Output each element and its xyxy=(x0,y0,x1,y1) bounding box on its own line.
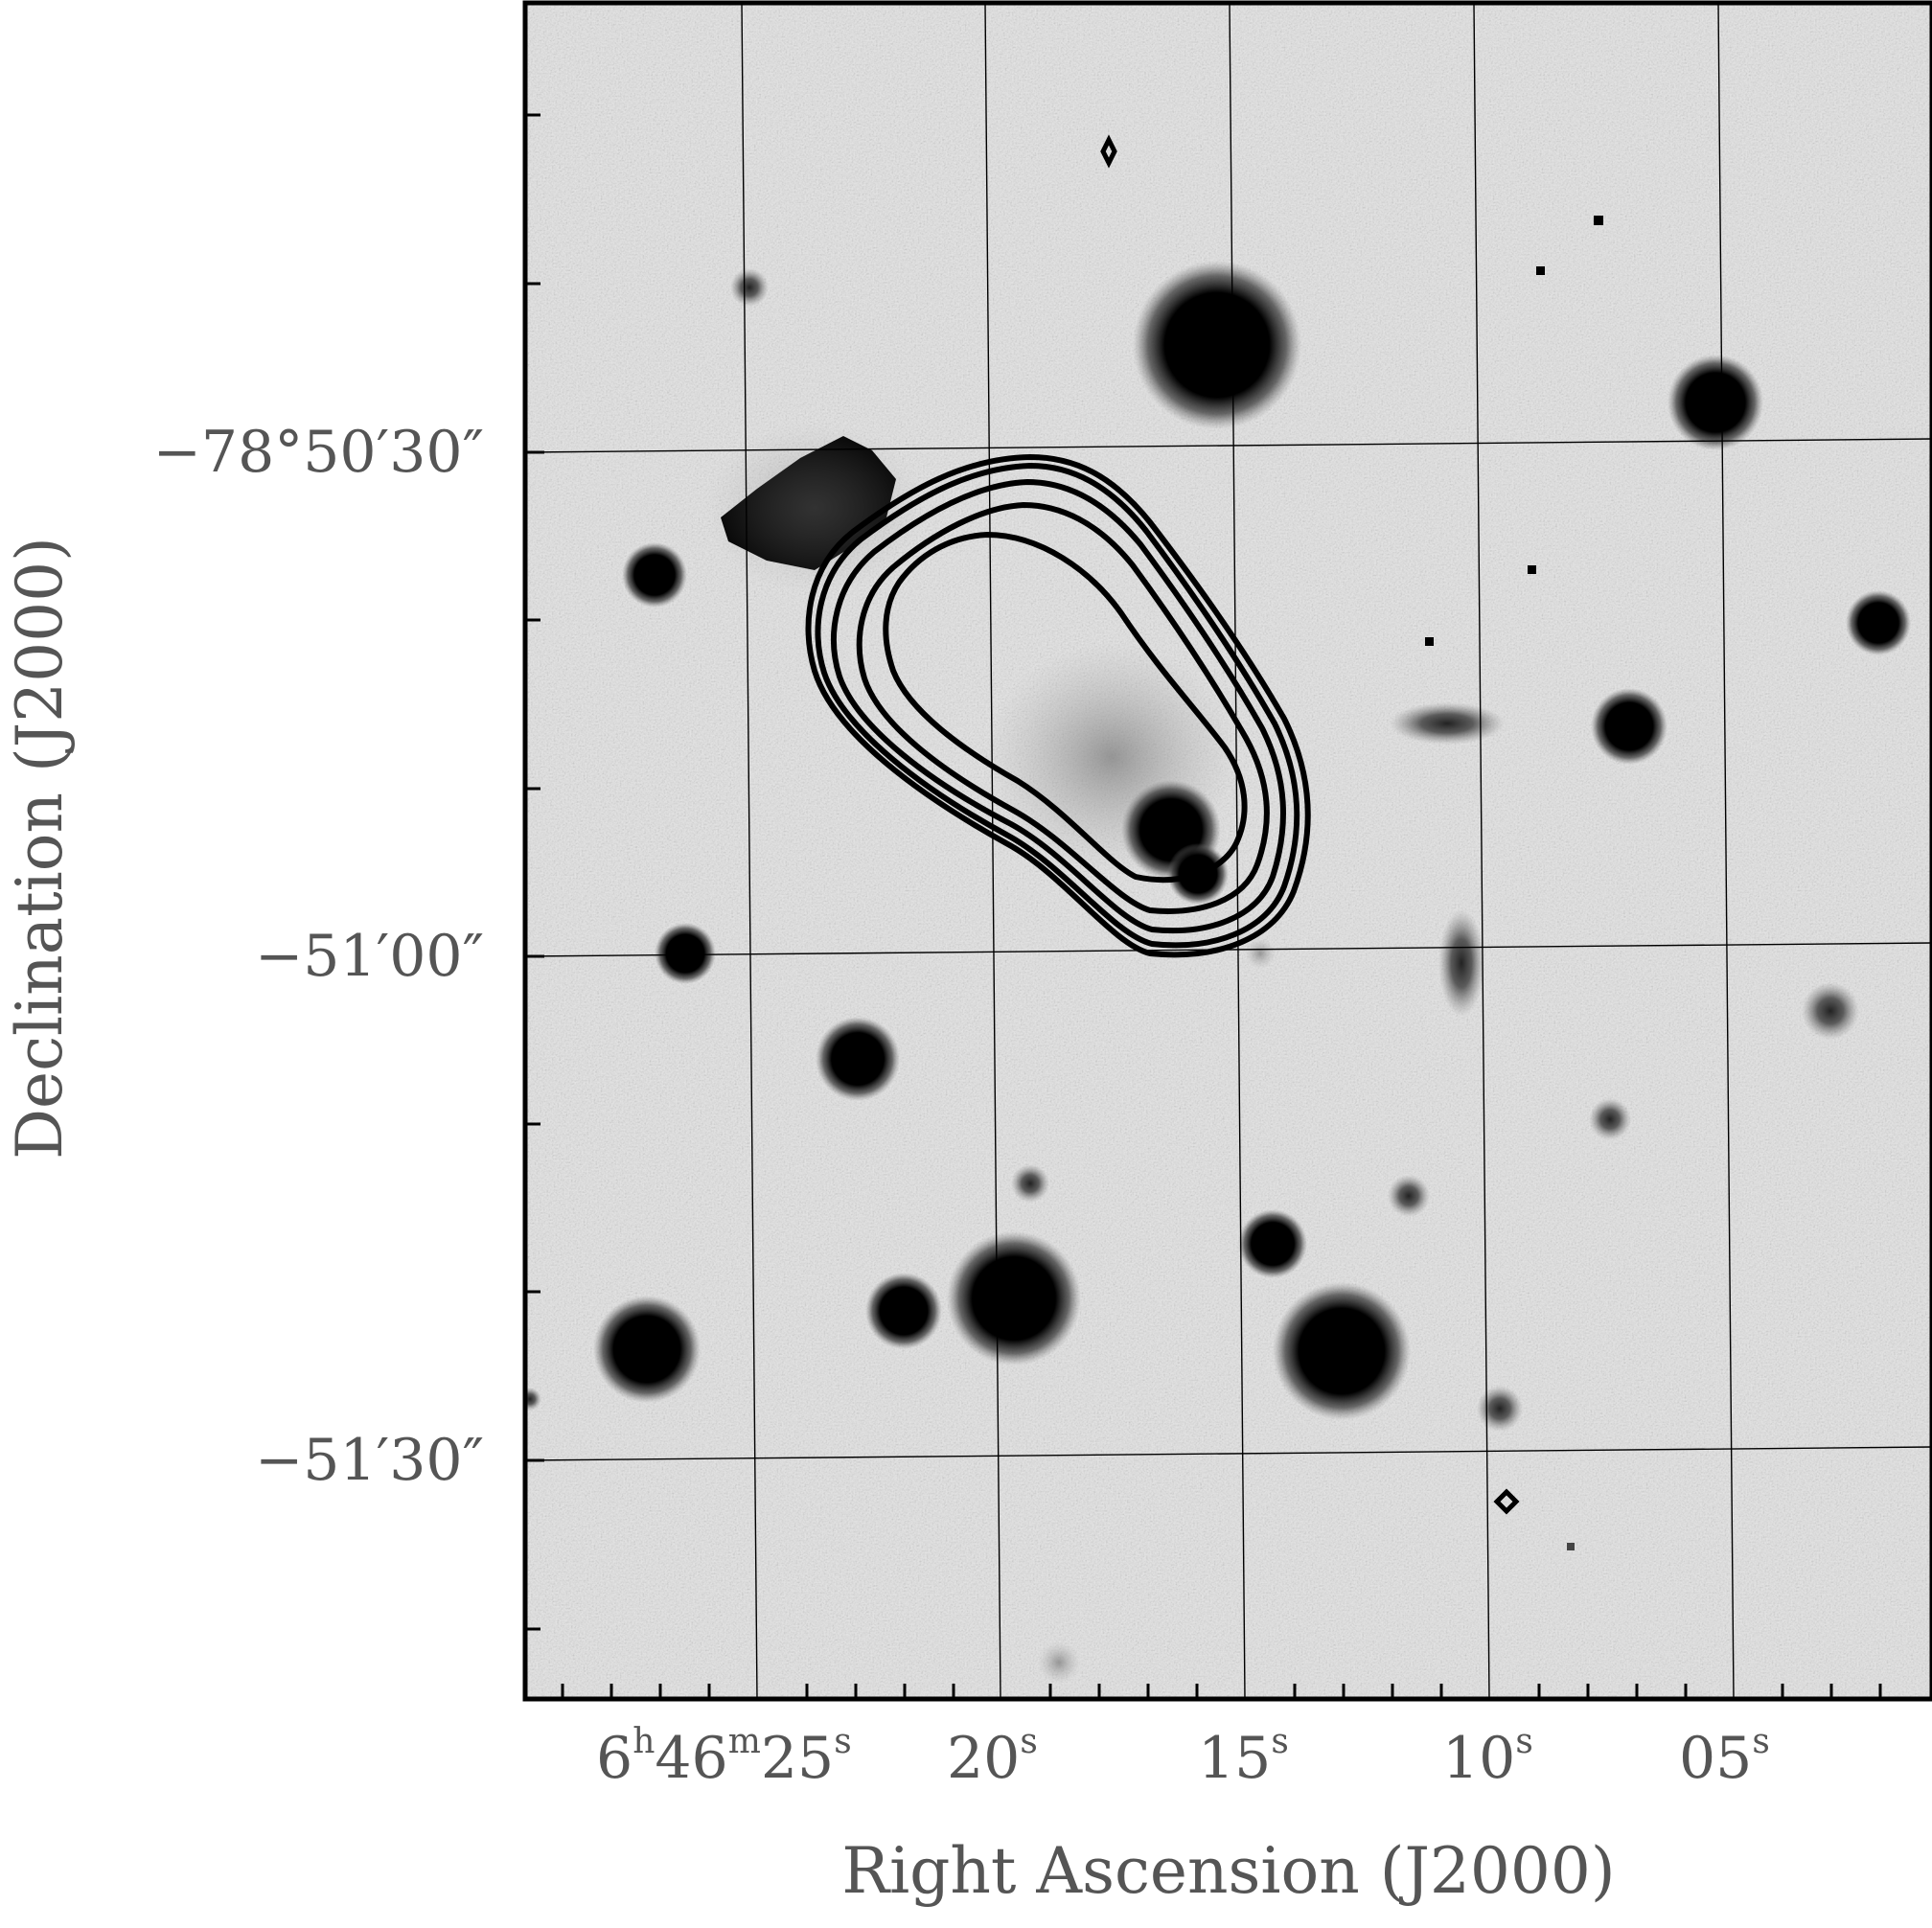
ra-seconds: 20 xyxy=(947,1725,1020,1792)
star xyxy=(1591,688,1668,765)
ra-seconds: 25 xyxy=(761,1725,834,1792)
ra-tick-label-4: 10s xyxy=(1442,1722,1533,1792)
unit-s: s xyxy=(1271,1722,1288,1761)
unit-s: s xyxy=(1752,1722,1769,1761)
unit-h: h xyxy=(632,1722,655,1761)
galaxy xyxy=(1390,702,1505,745)
pixel-source xyxy=(1567,1543,1575,1550)
ra-tick-label-1: 6h46m25s xyxy=(596,1722,852,1792)
ra-tick-label-2: 20s xyxy=(947,1722,1038,1792)
star xyxy=(1273,1282,1411,1420)
pixel-source xyxy=(1528,565,1536,574)
optical-image xyxy=(518,3,1932,1699)
star xyxy=(865,1273,942,1349)
star xyxy=(947,1231,1081,1366)
ra-seconds: 10 xyxy=(1442,1725,1515,1792)
star xyxy=(1477,1386,1523,1432)
pixel-source xyxy=(1536,266,1545,275)
pixel-source xyxy=(1425,637,1434,646)
x-axis-title: Right Ascension (J2000) xyxy=(841,1834,1615,1908)
unit-s: s xyxy=(834,1722,851,1761)
galaxy xyxy=(1438,909,1484,1017)
ra-minutes: 46 xyxy=(655,1725,727,1792)
star xyxy=(622,542,687,608)
star xyxy=(655,923,716,984)
star xyxy=(1846,590,1911,655)
ra-tick-label-3: 15s xyxy=(1198,1722,1289,1792)
star xyxy=(1802,982,1859,1040)
star xyxy=(1245,938,1276,969)
ra-seconds: 15 xyxy=(1198,1725,1271,1792)
star xyxy=(1011,1164,1049,1203)
ra-tick-label-5: 05s xyxy=(1679,1722,1770,1792)
unit-m: m xyxy=(728,1722,761,1761)
star xyxy=(518,1388,541,1411)
ra-hours: 6 xyxy=(596,1725,632,1792)
star xyxy=(1133,261,1301,429)
star xyxy=(1238,1209,1307,1278)
dec-tick-label-1: −78°50′30″ xyxy=(153,419,484,486)
ra-seconds: 05 xyxy=(1679,1725,1752,1792)
star xyxy=(593,1296,701,1403)
dec-tick-label-3: −51′30″ xyxy=(255,1427,484,1494)
star xyxy=(1388,1175,1430,1217)
star xyxy=(1038,1641,1080,1684)
star xyxy=(1589,1098,1631,1140)
y-axis-title: Declination (J2000) xyxy=(3,537,77,1159)
star xyxy=(1668,355,1763,450)
dec-tick-label-2: −51′00″ xyxy=(255,923,484,990)
star xyxy=(730,268,769,307)
pixel-source xyxy=(1594,216,1603,225)
unit-s: s xyxy=(1020,1722,1037,1761)
star xyxy=(816,1017,900,1101)
unit-s: s xyxy=(1515,1722,1532,1761)
